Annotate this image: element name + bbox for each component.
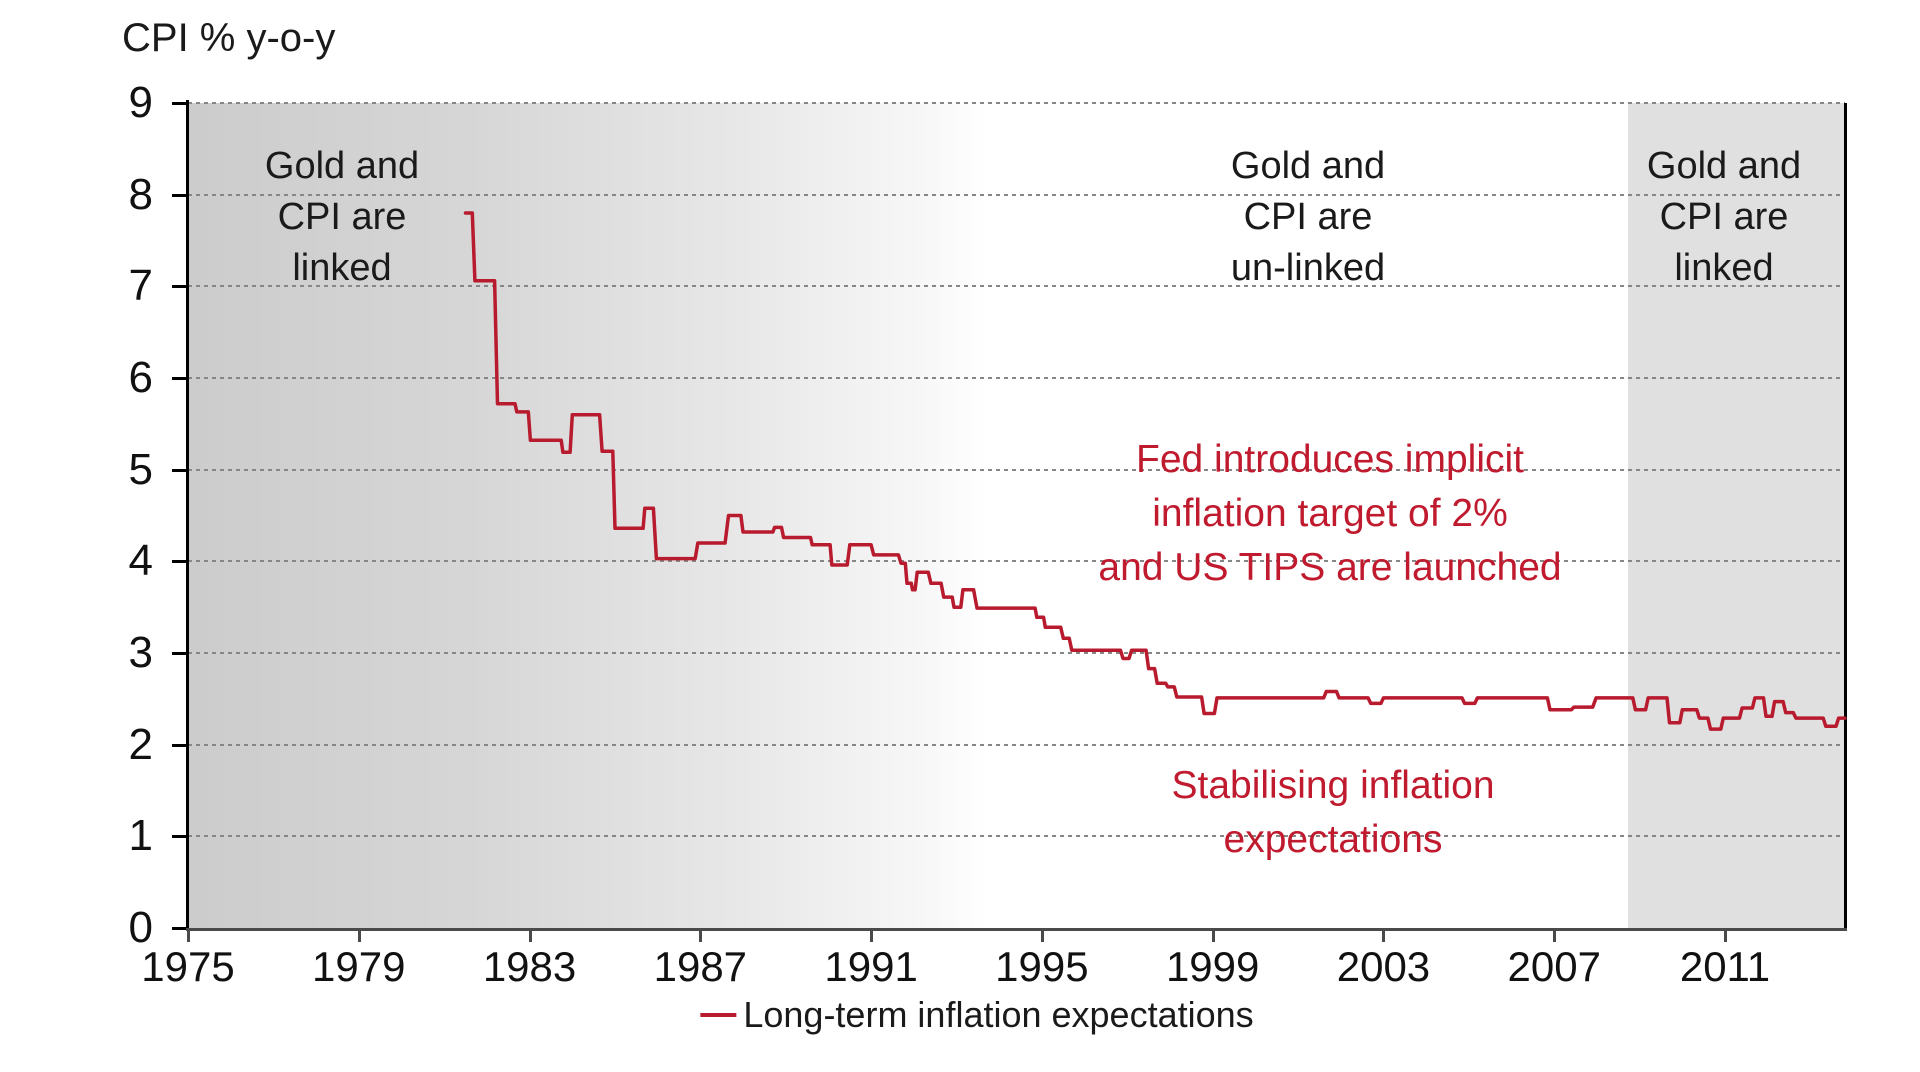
annotation-line: un-linked (1230, 247, 1386, 289)
x-axis-label: 1979 (312, 943, 406, 990)
x-axis-label: 1991 (824, 943, 918, 990)
y-axis-label: 9 (128, 78, 153, 127)
x-axis-tick (1040, 928, 1044, 942)
y-axis-tick (172, 743, 188, 747)
gridline (188, 377, 1845, 379)
annotation-line: Stabilising inflation (1171, 764, 1495, 807)
y-axis-label: 8 (128, 169, 153, 219)
x-axis-tick (1211, 928, 1215, 942)
annotation-gold-linked-right: Gold and CPI are linked (1647, 141, 1801, 294)
annotation-line: CPI are (1243, 196, 1373, 238)
annotation-line: Gold and (1646, 145, 1802, 187)
x-axis-label: 1983 (482, 943, 577, 990)
annotation-line: CPI are (1659, 196, 1789, 238)
shaded-region (188, 103, 987, 928)
x-axis-tick (528, 928, 532, 942)
y-axis-tick (172, 377, 188, 380)
annotation-line: expectations (1223, 818, 1443, 861)
y-axis-tick (172, 285, 188, 289)
legend: Long-term inflation expectations (700, 994, 1254, 1036)
y-axis-label: 7 (128, 261, 153, 311)
x-axis-label: 2007 (1507, 943, 1601, 990)
annotation-gold-linked-left: Gold and CPI are linked (265, 141, 419, 294)
annotation-gold-unlinked: Gold and CPI are un-linked (1231, 141, 1385, 294)
y-axis-label: 5 (128, 444, 153, 494)
x-axis-tick (357, 928, 361, 942)
inflation-expectations-line (463, 211, 1847, 731)
x-axis-label: 1995 (995, 943, 1089, 990)
y-axis-label: 4 (128, 536, 153, 586)
gridline (188, 743, 1845, 746)
gridline (188, 652, 1845, 654)
legend-label: Long-term inflation expectations (743, 994, 1254, 1035)
annotation-line: Gold and (1230, 145, 1386, 187)
gridline (188, 835, 1845, 838)
y-axis-tick (172, 927, 188, 930)
x-axis-label: 2003 (1336, 943, 1431, 990)
plot-right-border (1844, 103, 1847, 931)
y-axis-tick (172, 652, 188, 655)
y-axis-tick (172, 560, 188, 564)
x-axis-tick (699, 928, 703, 942)
legend-line-marker (700, 1013, 737, 1017)
annotation-line: linked (1674, 247, 1774, 289)
shaded-region (986, 103, 1629, 928)
plot-area: 0 1 2 3 4 5 6 7 8 9 1975 1979 1983 1987 1991 1995 1999 20… (129, 78, 1847, 990)
annotation-fed-target: Fed introduces implicit inflation target… (1098, 433, 1561, 595)
x-axis-tick (1382, 928, 1386, 942)
y-axis-label: 2 (128, 719, 153, 769)
x-axis-label: 1975 (141, 943, 235, 990)
y-axis-tick (172, 193, 188, 197)
x-axis-tick (1724, 928, 1728, 942)
annotation-line: inflation target of 2% (1152, 492, 1508, 535)
annotation-line: Fed introduces implicit (1136, 438, 1524, 481)
annotation-line: and US TIPS are launched (1098, 546, 1562, 589)
y-axis-tick (172, 102, 188, 105)
x-axis-label: 2011 (1679, 943, 1771, 990)
x-axis-tick (1553, 928, 1557, 942)
chart-title: CPI % y-o-y (122, 16, 336, 60)
gridline (188, 468, 1845, 471)
y-axis-tick (172, 835, 188, 839)
annotation-line: Gold and (264, 145, 420, 187)
x-axis-label: 1999 (1165, 943, 1260, 990)
y-axis-tick (172, 468, 188, 472)
gridline (188, 285, 1845, 288)
x-axis-tick (870, 928, 874, 942)
y-axis-label: 3 (128, 628, 153, 677)
x-axis-line (186, 928, 1847, 931)
annotation-line: CPI are (277, 196, 407, 238)
annotation-stabilising: Stabilising inflation expectations (1171, 759, 1494, 867)
shaded-region (1628, 103, 1845, 928)
y-axis-label: 0 (128, 903, 153, 952)
y-axis-label: 6 (128, 353, 153, 402)
gridline (188, 193, 1845, 196)
annotation-line: linked (292, 247, 392, 289)
x-axis-tick (187, 928, 190, 942)
gridline (188, 560, 1845, 563)
inflation-expectations-line-chart (463, 211, 1847, 731)
gridline (188, 102, 1845, 104)
y-axis-label: 1 (128, 811, 153, 861)
y-axis-line (186, 100, 189, 931)
x-axis-label: 1987 (653, 943, 748, 990)
